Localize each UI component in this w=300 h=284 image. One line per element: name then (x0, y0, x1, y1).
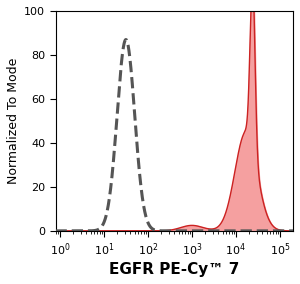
X-axis label: EGFR PE-Cy™ 7: EGFR PE-Cy™ 7 (109, 262, 239, 277)
Y-axis label: Normalized To Mode: Normalized To Mode (7, 58, 20, 184)
